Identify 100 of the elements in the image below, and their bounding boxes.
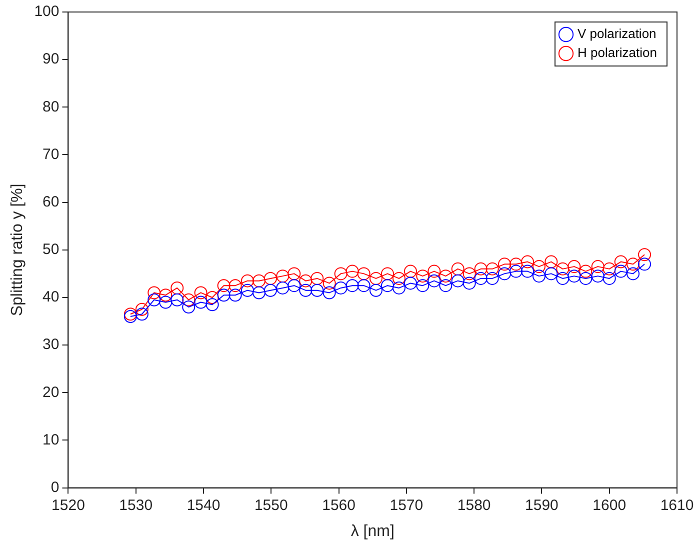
point xyxy=(182,293,196,306)
point xyxy=(346,264,359,278)
legend-label: H polarization xyxy=(578,45,658,60)
x-tick-label: 1610 xyxy=(660,496,694,514)
point xyxy=(428,274,441,288)
point xyxy=(240,284,254,297)
y-tick-label: 60 xyxy=(42,193,60,210)
point xyxy=(498,267,512,280)
point xyxy=(217,288,230,302)
point xyxy=(498,258,512,271)
point xyxy=(521,255,534,268)
y-axis-title: Splitting ratio y [%] xyxy=(9,184,26,316)
point xyxy=(416,270,430,283)
point xyxy=(252,286,266,300)
point xyxy=(228,288,242,302)
point xyxy=(579,272,592,285)
legend-label: V polarization xyxy=(578,26,656,42)
point xyxy=(264,272,277,285)
y-tick-label: 10 xyxy=(42,431,60,448)
x-tick-label: 1540 xyxy=(186,496,220,514)
point xyxy=(369,284,382,297)
point xyxy=(544,255,558,268)
point xyxy=(148,286,161,300)
point xyxy=(568,260,581,274)
point xyxy=(510,258,523,271)
y-tick-label: 90 xyxy=(42,50,60,68)
point xyxy=(380,267,394,280)
point xyxy=(334,281,348,294)
point xyxy=(299,284,312,297)
x-tick-label: 1520 xyxy=(52,496,85,514)
x-tick-label: 1560 xyxy=(322,496,356,514)
point xyxy=(346,279,359,292)
point xyxy=(544,267,558,280)
point xyxy=(380,279,394,292)
point xyxy=(170,293,184,306)
y-tick-label: 100 xyxy=(34,3,60,20)
point xyxy=(135,308,148,321)
point xyxy=(626,267,640,280)
point xyxy=(602,262,616,276)
point xyxy=(439,270,452,283)
point xyxy=(404,276,417,290)
point xyxy=(568,270,581,283)
y-tick-label: 40 xyxy=(42,288,60,306)
point xyxy=(322,276,336,290)
point xyxy=(310,272,324,285)
y-tick-label: 70 xyxy=(42,146,60,163)
point xyxy=(228,279,242,292)
point xyxy=(334,267,348,280)
x-tick-label: 1530 xyxy=(119,496,153,514)
point xyxy=(556,262,570,276)
x-tick-label: 1580 xyxy=(457,496,491,514)
point xyxy=(638,258,652,271)
point xyxy=(510,264,523,278)
point xyxy=(194,286,208,300)
point xyxy=(322,286,336,300)
point xyxy=(170,281,184,294)
point xyxy=(439,279,452,292)
point xyxy=(486,272,499,285)
y-tick-label: 20 xyxy=(42,384,60,401)
point xyxy=(194,296,208,309)
point xyxy=(159,288,172,302)
point xyxy=(462,276,476,290)
point xyxy=(206,290,219,304)
point xyxy=(614,255,628,268)
x-tick-label: 1570 xyxy=(390,496,424,514)
point xyxy=(486,262,499,276)
point xyxy=(276,270,290,283)
point xyxy=(252,274,266,288)
point xyxy=(404,264,417,278)
point xyxy=(602,272,616,285)
point xyxy=(532,270,546,283)
point xyxy=(288,267,301,280)
point xyxy=(357,267,370,280)
point xyxy=(369,272,382,285)
point xyxy=(276,281,290,294)
point xyxy=(288,279,301,292)
point xyxy=(124,308,137,321)
x-axis-title: λ [nm] xyxy=(350,522,394,540)
x-tick-label: 1600 xyxy=(592,496,626,514)
point xyxy=(217,279,230,292)
point xyxy=(124,310,137,324)
point xyxy=(310,284,324,297)
point xyxy=(474,272,488,285)
point xyxy=(626,258,640,271)
point xyxy=(451,262,464,276)
y-tick-label: 30 xyxy=(42,336,60,354)
point xyxy=(579,264,592,278)
point xyxy=(264,284,277,297)
point xyxy=(532,260,546,274)
point xyxy=(392,281,406,294)
point xyxy=(462,267,476,280)
point xyxy=(148,293,161,306)
point xyxy=(591,270,604,283)
point xyxy=(428,264,441,278)
y-tick-label: 80 xyxy=(42,98,60,116)
point xyxy=(521,264,534,278)
point xyxy=(392,272,406,285)
point xyxy=(206,298,219,312)
point xyxy=(638,248,652,262)
point xyxy=(159,296,172,309)
